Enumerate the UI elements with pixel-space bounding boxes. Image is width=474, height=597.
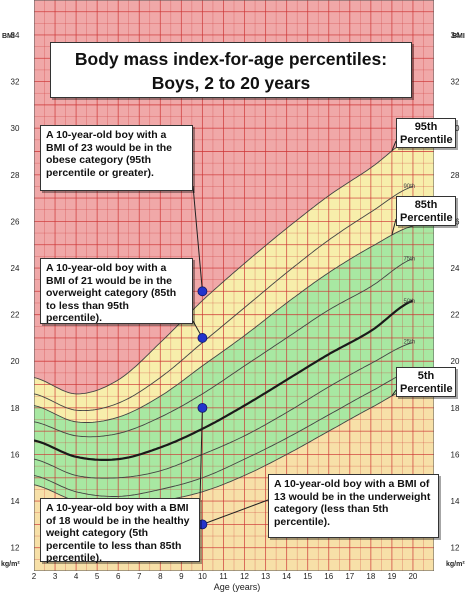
label-5th-line2: Percentile xyxy=(400,383,453,395)
x-tick: 5 xyxy=(95,572,100,581)
curve-90th xyxy=(34,185,414,412)
curve-label-50th: 50th xyxy=(403,299,415,305)
label-5th-percentile: 5th Percentile xyxy=(396,367,456,397)
curve-85th xyxy=(34,225,414,423)
chart-title-line1: Body mass index-for-age percentiles: xyxy=(74,49,388,69)
y-axis-title-left: BMI xyxy=(2,33,15,40)
y-tick-right: 20 xyxy=(451,357,460,366)
curve-95th xyxy=(34,137,414,395)
curve-10th xyxy=(34,370,414,497)
x-tick: 12 xyxy=(240,572,249,581)
x-tick: 4 xyxy=(74,572,79,581)
y-tick-left: 14 xyxy=(11,497,20,506)
y-tick-left: 16 xyxy=(11,450,20,459)
x-tick: 19 xyxy=(387,572,396,581)
label-5th-line1: 5th xyxy=(417,370,435,382)
y-tick-right: 34 xyxy=(451,31,460,40)
y-tick-left: 26 xyxy=(11,217,20,226)
x-tick: 10 xyxy=(198,572,207,581)
y-tick-right: 12 xyxy=(451,544,460,553)
label-95th-line1: 95th xyxy=(414,121,438,133)
callout-obese: A 10-year-old boy with a BMI of 23 would… xyxy=(40,125,193,191)
label-95th-percentile: 95th Percentile xyxy=(396,118,456,148)
curve-label-25th: 25th xyxy=(403,339,415,345)
x-tick: 17 xyxy=(345,572,354,581)
y-tick-left: 32 xyxy=(11,78,20,87)
label-85th-line2: Percentile xyxy=(400,212,453,224)
y-tick-left: 18 xyxy=(11,404,20,413)
curve-75th xyxy=(34,258,414,438)
x-tick: 15 xyxy=(303,572,312,581)
y-tick-right: 14 xyxy=(451,497,460,506)
y-tick-left: 24 xyxy=(11,264,20,273)
x-tick: 16 xyxy=(324,572,333,581)
leader-95th xyxy=(391,140,397,152)
x-tick: 20 xyxy=(408,572,417,581)
chart-title-line2: Boys, 2 to 20 years xyxy=(151,73,311,93)
data-point-bmi-23 xyxy=(197,286,208,297)
label-85th-percentile: 85th Percentile xyxy=(396,196,456,226)
x-tick: 8 xyxy=(158,572,163,581)
x-tick: 14 xyxy=(282,572,291,581)
curve-label-90th: 90th xyxy=(403,184,415,190)
x-tick: 13 xyxy=(261,572,270,581)
label-85th-line1: 85th xyxy=(414,199,438,211)
x-tick: 6 xyxy=(116,572,121,581)
y-tick-right: 18 xyxy=(451,404,460,413)
callout-overweight: A 10-year-old boy with a BMI of 21 would… xyxy=(40,258,193,324)
y-unit-right: kg/m² xyxy=(446,561,465,568)
leader-85th xyxy=(391,218,397,236)
x-axis-title: Age (years) xyxy=(213,582,261,592)
callout-underweight: A 10-year-old boy with a BMI of 13 would… xyxy=(268,474,439,538)
x-tick: 9 xyxy=(179,572,184,581)
label-95th-line2: Percentile xyxy=(400,134,453,146)
y-tick-right: 16 xyxy=(451,450,460,459)
callout-leader xyxy=(199,407,203,501)
x-tick: 3 xyxy=(53,572,58,581)
y-tick-left: 20 xyxy=(11,357,20,366)
y-tick-right: 22 xyxy=(451,311,460,320)
x-tick: 18 xyxy=(366,572,375,581)
callout-healthy-weight: A 10-year-old boy with a BMI of 18 would… xyxy=(40,498,200,564)
curve-25th xyxy=(34,342,414,479)
x-tick: 2 xyxy=(32,572,37,581)
chart-title: Body mass index-for-age percentiles: Boy… xyxy=(50,42,412,98)
y-tick-right: 24 xyxy=(451,264,460,273)
y-tick-left: 12 xyxy=(11,544,20,553)
y-unit-left: kg/m² xyxy=(1,561,20,568)
y-tick-left: 28 xyxy=(11,171,20,180)
callout-leader xyxy=(192,185,203,292)
leader-5th xyxy=(391,389,397,397)
y-tick-right: 32 xyxy=(451,78,460,87)
y-tick-left: 34 xyxy=(11,31,20,40)
y-axis-title-right: BMI xyxy=(452,33,465,40)
y-tick-left: 22 xyxy=(11,311,20,320)
curve-50th xyxy=(34,299,414,461)
y-tick-left: 30 xyxy=(11,124,20,133)
callout-leader xyxy=(202,499,269,525)
x-tick: 11 xyxy=(219,572,228,581)
x-tick: 7 xyxy=(137,572,142,581)
y-tick-right: 28 xyxy=(451,171,460,180)
data-point-bmi-21 xyxy=(197,333,208,343)
data-point-bmi-18 xyxy=(197,402,208,413)
curve-label-75th: 75th xyxy=(403,257,415,263)
